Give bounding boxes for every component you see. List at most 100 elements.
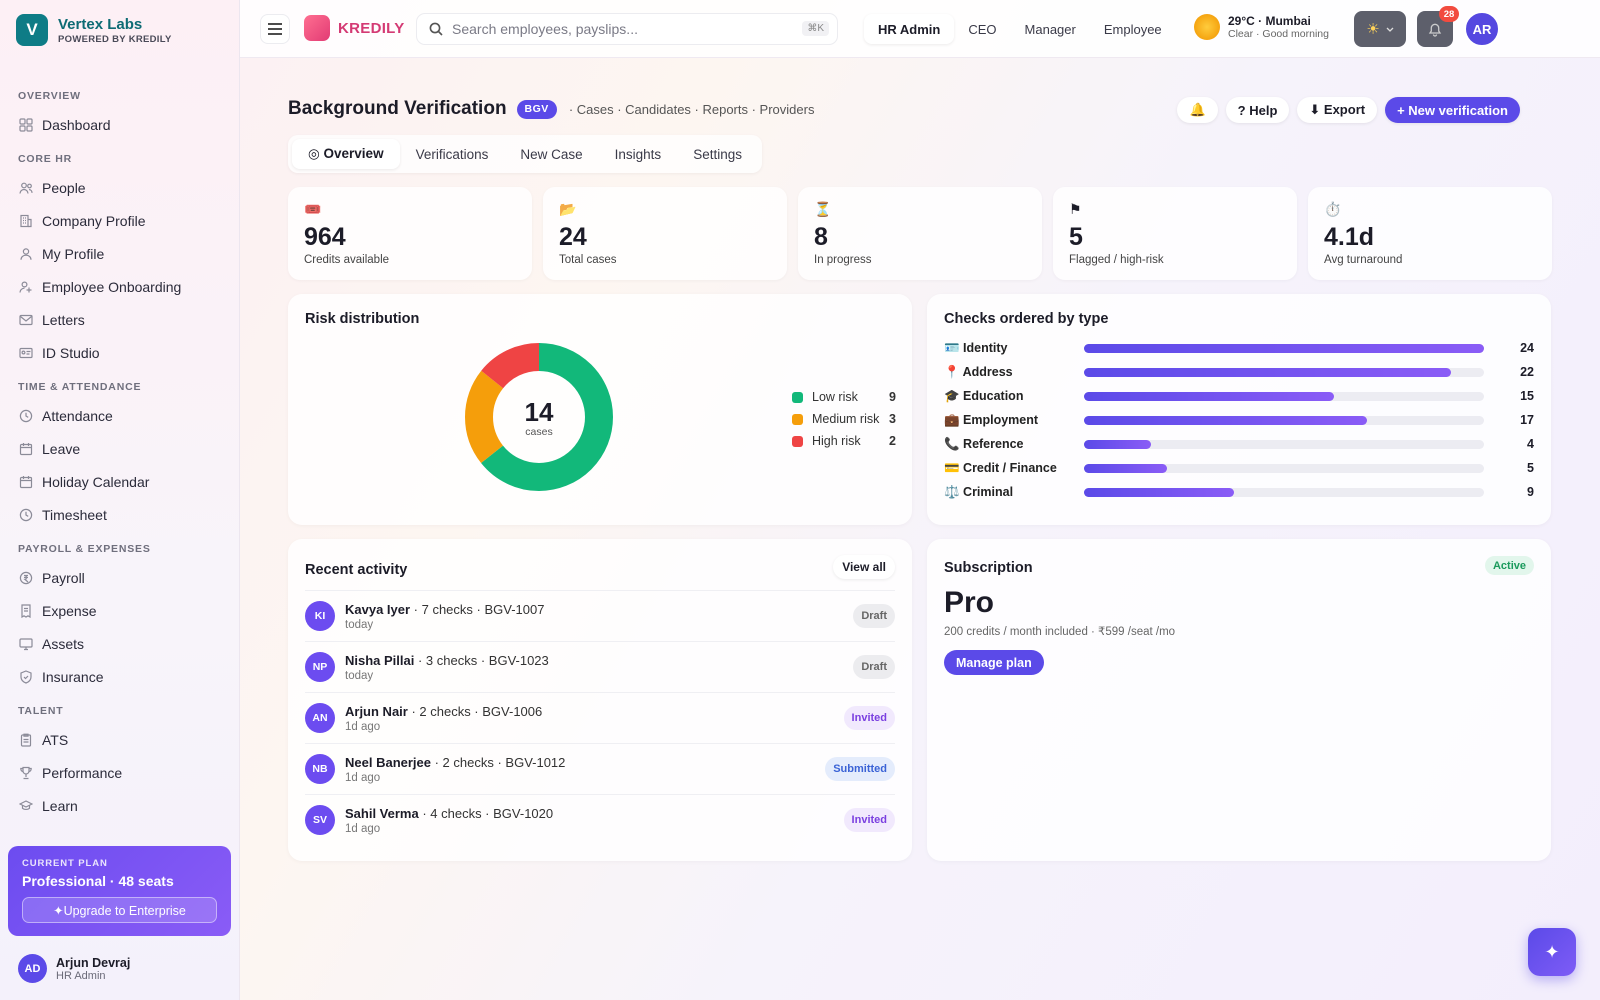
role-manager[interactable]: Manager	[1024, 21, 1076, 37]
brand[interactable]: V Vertex Labs POWERED BY KREDILY	[16, 14, 172, 46]
legend-value: 3	[889, 412, 896, 426]
check-value: 17	[1520, 413, 1534, 427]
sidebar-item-attendance[interactable]: Attendance	[0, 399, 240, 432]
page-actions: 🔔 ? Help ⬇ Export + New verification	[1177, 97, 1520, 123]
breadcrumb[interactable]: · Cases · Candidates · Reports · Provide…	[568, 101, 815, 117]
nav-section-heading: PAYROLL & EXPENSES	[18, 543, 151, 555]
manage-plan-button[interactable]: Manage plan	[944, 650, 1044, 675]
sidebar-item-dashboard[interactable]: Dashboard	[0, 108, 240, 141]
chevron-down-icon	[1386, 27, 1394, 32]
stat-value: 8	[814, 223, 828, 251]
kredily-logo[interactable]: KREDILY	[304, 15, 405, 41]
sidebar-item-label: Performance	[42, 764, 123, 781]
grid-icon	[19, 117, 33, 132]
activity-time: today	[345, 618, 374, 631]
check-bar-row: 🪪 Identity 24	[944, 336, 1534, 360]
mail-icon	[19, 314, 33, 325]
check-bar-row: 💼 Employment 17	[944, 408, 1534, 432]
sidebar-item-letters[interactable]: Letters	[0, 303, 240, 336]
sidebar-item-employee-onboarding[interactable]: Employee Onboarding	[0, 270, 240, 303]
legend-swatch	[792, 391, 803, 403]
alerts-button[interactable]: 🔔	[1177, 97, 1218, 123]
stat-card: ⏳ 8 In progress	[798, 187, 1042, 280]
view-all-button[interactable]: View all	[833, 555, 895, 579]
avatar: NB	[305, 754, 335, 784]
account-avatar[interactable]: AR	[1464, 11, 1500, 47]
export-button[interactable]: ⬇ Export	[1297, 97, 1378, 123]
check-bar-track	[1084, 391, 1484, 401]
sidebar-item-label: My Profile	[42, 245, 105, 262]
activity-row[interactable]: KI Kavya Iyer · 7 checks · BGV-1007 today D…	[305, 590, 895, 641]
new-verification-button[interactable]: + New verification	[1385, 97, 1520, 123]
sidebar-item-expense[interactable]: Expense	[0, 594, 240, 627]
status-badge: Invited	[843, 706, 895, 730]
help-button[interactable]: ? Help	[1225, 97, 1290, 123]
sidebar-item-label: Company Profile	[42, 212, 146, 229]
stat-label: Credits available	[304, 254, 390, 266]
sidebar-item-holiday-calendar[interactable]: Holiday Calendar	[0, 465, 240, 498]
candidate-name: Neel Banerjee	[345, 754, 431, 770]
tab-verifications[interactable]: Verifications	[415, 146, 489, 162]
sidebar-item-insurance[interactable]: Insurance	[0, 660, 240, 693]
sidebar-item-pulse-lxp[interactable]: Pulse LXP	[0, 822, 240, 833]
tab-insights[interactable]: Insights	[614, 146, 662, 162]
search-box[interactable]: ⌘K	[416, 13, 838, 45]
assistant-fab-button[interactable]: ✦	[1528, 928, 1576, 976]
sidebar-item-my-profile[interactable]: My Profile	[0, 237, 240, 270]
stat-label: Flagged / high-risk	[1069, 254, 1164, 266]
clock-icon	[19, 409, 33, 422]
role-hr-admin[interactable]: HR Admin	[864, 14, 955, 44]
status-badge: Active	[1484, 556, 1534, 575]
receipt-icon	[21, 603, 31, 618]
activity-summary: Nisha Pillai · 3 checks · BGV-1023	[345, 653, 549, 668]
search-icon	[429, 22, 443, 36]
search-input[interactable]	[452, 21, 792, 37]
activity-row[interactable]: NP Nisha Pillai · 3 checks · BGV-1023 toda…	[305, 641, 895, 692]
sun-icon: ☀	[1366, 21, 1380, 38]
sidebar-item-leave[interactable]: Leave	[0, 432, 240, 465]
check-bar-track	[1084, 343, 1484, 353]
stat-card: 📂 24 Total cases	[543, 187, 787, 280]
sidebar-item-label: Letters	[42, 311, 85, 328]
activity-row[interactable]: SV Sahil Verma · 4 checks · BGV-1020 1d ag…	[305, 794, 895, 845]
sidebar-item-payroll[interactable]: Payroll	[0, 561, 240, 594]
sidebar-item-people[interactable]: People	[0, 171, 240, 204]
donut-segment-medium-risk[interactable]	[465, 343, 613, 491]
activity-row[interactable]: NB Neel Banerjee · 2 checks · BGV-1012 1d …	[305, 743, 895, 794]
role-ceo[interactable]: CEO	[968, 21, 997, 37]
stat-label: In progress	[814, 254, 872, 266]
sidebar-item-label: Learn	[42, 797, 78, 814]
sidebar-item-performance[interactable]: Performance	[0, 756, 240, 789]
donut-segment-high-risk[interactable]	[465, 343, 613, 491]
activity-row[interactable]: AN Arjun Nair · 2 checks · BGV-1006 1d ago…	[305, 692, 895, 743]
subscription-detail: 200 credits / month included · ₹599 /sea…	[944, 626, 1176, 638]
sidebar-item-ats[interactable]: ATS	[0, 723, 240, 756]
check-label: 💳 Credit / Finance	[944, 460, 1057, 475]
role-employee[interactable]: Employee	[1103, 21, 1162, 37]
tab-overview[interactable]: ◎ Overview	[292, 139, 400, 169]
sidebar-item-label: People	[42, 179, 86, 196]
check-label: 🪪 Identity	[944, 340, 1008, 355]
activity-summary: Neel Banerjee · 2 checks · BGV-1012	[345, 755, 565, 770]
sidebar-item-learn[interactable]: Learn	[0, 789, 240, 822]
user-profile[interactable]: AD Arjun Devraj HR Admin	[18, 954, 130, 983]
menu-toggle-button[interactable]	[260, 14, 290, 44]
check-bar	[1084, 367, 1451, 377]
sidebar-item-company-profile[interactable]: Company Profile	[0, 204, 240, 237]
sidebar-item-timesheet[interactable]: Timesheet	[0, 498, 240, 531]
tab-settings[interactable]: Settings	[693, 146, 742, 162]
donut-center-value: 14	[525, 397, 554, 427]
check-bar	[1084, 391, 1334, 401]
sidebar-item-id-studio[interactable]: ID Studio	[0, 336, 240, 369]
page-tabs: ◎ Overview Verifications New Case Insights S…	[288, 135, 762, 173]
legend-swatch	[792, 413, 803, 425]
theme-toggle-button[interactable]: ☀	[1354, 11, 1406, 47]
sidebar-item-label: Employee Onboarding	[42, 278, 182, 295]
sidebar-item-assets[interactable]: Assets	[0, 627, 240, 660]
tab-new-case[interactable]: New Case	[520, 146, 583, 162]
notifications-button[interactable]: 28	[1417, 6, 1459, 47]
sidebar-item-label: Timesheet	[42, 506, 107, 523]
upgrade-button[interactable]: ✦Upgrade to Enterprise	[22, 897, 217, 923]
subscription-plan: Pro	[944, 586, 995, 619]
activity-detail: · 7 checks · BGV-1007	[410, 601, 545, 617]
